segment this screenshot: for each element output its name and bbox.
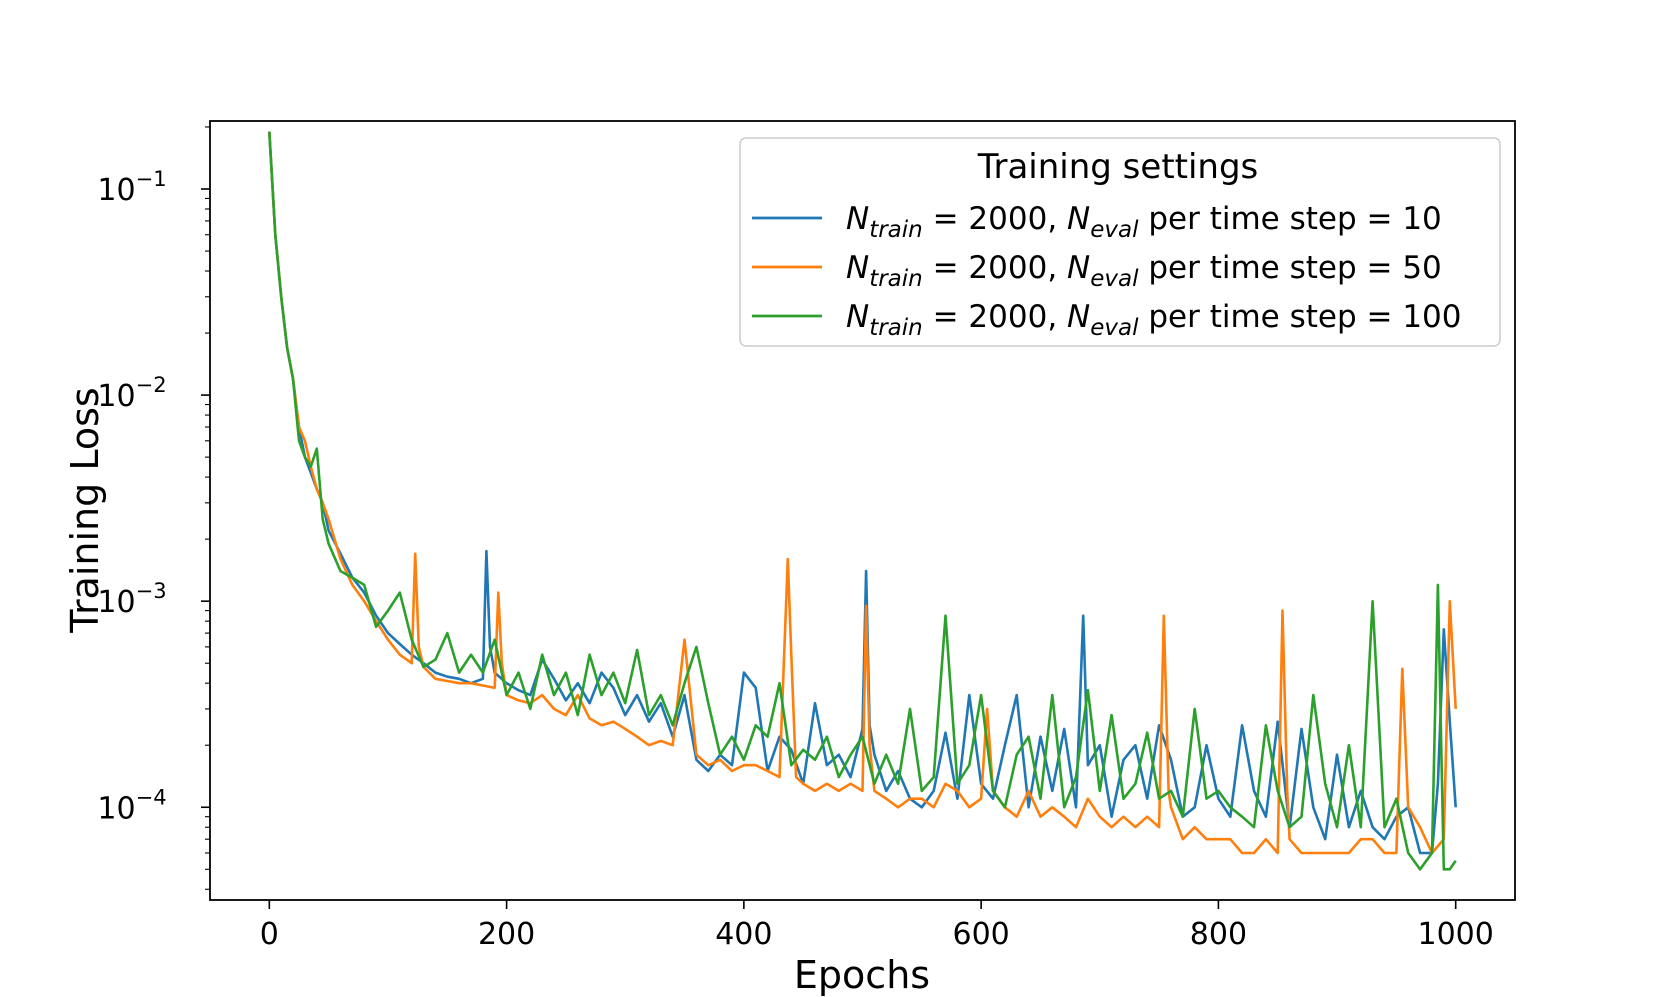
legend-label-2: Ntrain = 2000, Neval per time step = 100 [846,299,1462,341]
x-tick-label: 0 [260,917,279,952]
plot-frame [209,120,1516,901]
legend-entries: Ntrain = 2000, Neval per time step = 10 N… [752,201,1462,341]
y-axis: 10−1 10−2 10−3 10−4 [97,126,210,890]
legend-title: Training settings [977,147,1259,187]
x-tick-label: 200 [478,917,535,952]
y-tick-label: 10−1 [97,167,166,208]
legend: Training settings Ntrain = 2000, Neval p… [739,137,1501,347]
legend-label-0: Ntrain = 2000, Neval per time step = 10 [846,201,1442,243]
y-tick-label: 10−4 [97,785,166,826]
x-tick-label: 400 [715,917,772,952]
x-tick-label: 1000 [1418,917,1494,952]
y-tick-label: 10−2 [97,373,166,414]
legend-box [739,137,1501,347]
x-tick-label: 800 [1190,917,1247,952]
x-tick-label: 600 [953,917,1010,952]
legend-label-1: Ntrain = 2000, Neval per time step = 50 [846,250,1442,292]
y-tick-label: 10−3 [97,579,166,620]
x-axis-label: Epochs [794,953,930,997]
series-line-2 [268,131,1457,871]
x-axis: 0 200 400 600 800 1000 [260,900,1494,952]
y-axis-label: Training Loss [63,387,107,633]
series-layer [268,131,1457,871]
